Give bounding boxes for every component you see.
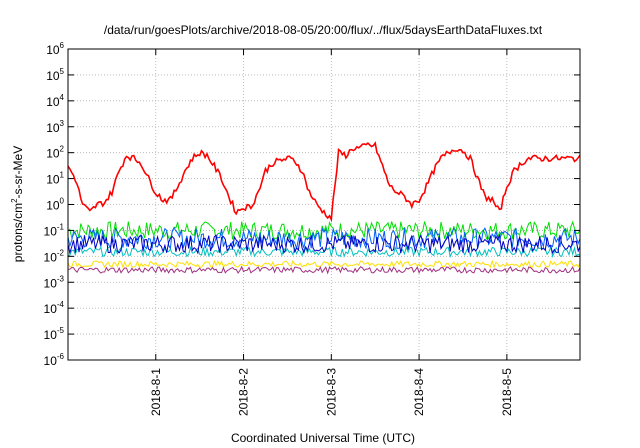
x-tick-label: 2018-8-5 (500, 368, 514, 416)
series-line-1 (67, 141, 581, 223)
x-axis-label: Coordinated Universal Time (UTC) (231, 431, 415, 445)
y-tick-label: 101 (46, 171, 64, 187)
x-tick-label: 2018-8-4 (412, 368, 426, 416)
y-tick-label: 104 (46, 93, 64, 109)
grid (68, 49, 580, 360)
y-tick-label: 103 (46, 119, 64, 135)
y-tick-label: 10-6 (44, 352, 65, 368)
y-tick-label: 105 (46, 67, 64, 83)
series-line-7 (67, 265, 581, 275)
y-tick-label: 10-4 (44, 300, 65, 316)
series-line-6 (67, 259, 581, 269)
y-tick-label: 10-5 (44, 326, 65, 342)
x-axis: 2018-8-1 2018-8-2 2018-8-3 2018-8-4 2018-8-5 (149, 49, 514, 416)
x-tick-label: 2018-8-2 (237, 368, 251, 416)
y-tick-label: 10-1 (44, 222, 65, 238)
y-axis: 106 105 104 103 102 101 100 10-1 10-2 10-3 10-4 10-… (44, 41, 580, 368)
y-tick-label: 10-3 (44, 274, 65, 290)
series-line-3 (67, 226, 581, 251)
y-tick-label: 100 (46, 197, 64, 213)
series-group (67, 141, 581, 275)
y-tick-label: 102 (46, 145, 64, 161)
y-tick-label: 10-2 (44, 248, 65, 264)
chart-title: /data/run/goesPlots/archive/2018-08-05/2… (104, 23, 543, 37)
y-tick-label: 106 (46, 41, 64, 57)
y-axis-label: protons/cm2-s-sr-MeV (10, 146, 25, 262)
x-tick-label: 2018-8-3 (324, 368, 338, 416)
x-tick-label: 2018-8-1 (149, 368, 163, 416)
series-line-5 (67, 233, 581, 255)
